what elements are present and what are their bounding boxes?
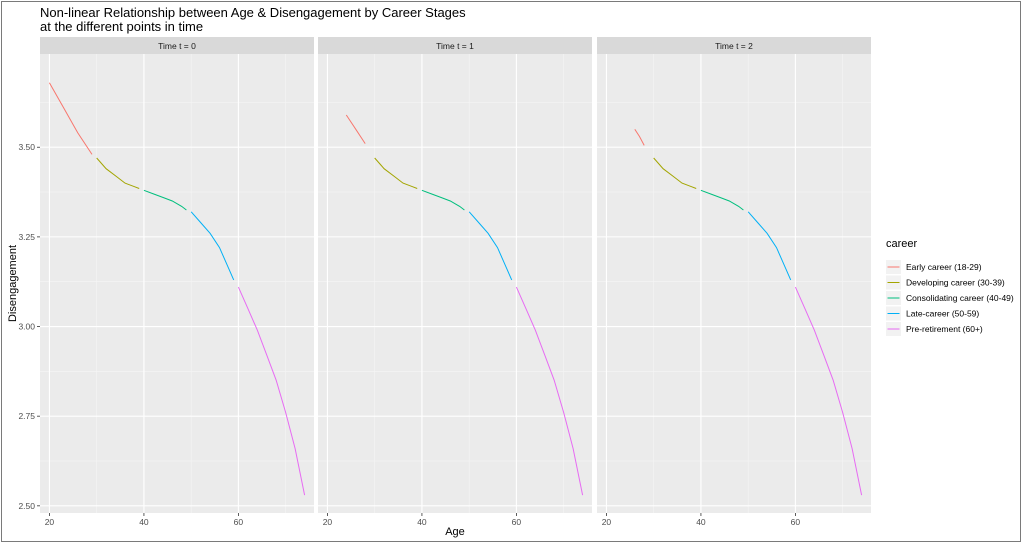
legend-label: Consolidating career (40-49) [906, 293, 1014, 303]
legend-label: Pre-retirement (60+) [906, 324, 983, 334]
series-line [747, 211, 792, 281]
chart-subtitle: at the different points in time [40, 19, 204, 34]
x-axis-title: Age [445, 526, 465, 538]
series-line [48, 82, 93, 155]
panel-background [40, 54, 314, 513]
y-tick-label: 2.75 [18, 411, 35, 421]
facet-strip [318, 37, 592, 54]
series-line [634, 129, 645, 146]
y-tick-label: 3.00 [18, 322, 35, 332]
x-tick-label: 20 [323, 517, 333, 527]
panel-background [597, 54, 871, 513]
x-tick-label: 60 [234, 517, 244, 527]
x-tick-label: 40 [417, 517, 427, 527]
series-line [237, 286, 306, 496]
x-tick-label: 40 [696, 517, 706, 527]
series-line [143, 189, 187, 211]
series-line [794, 286, 863, 496]
panel-background [318, 54, 592, 513]
y-axis-title: Disengagement [7, 245, 19, 322]
series-line [421, 189, 465, 211]
series-line [345, 114, 366, 144]
legend-title: career [886, 238, 918, 250]
y-tick-label: 3.50 [18, 142, 35, 152]
x-tick-label: 20 [45, 517, 55, 527]
x-tick-label: 40 [139, 517, 149, 527]
series-line [374, 157, 418, 189]
facet-strip-label: Time t = 2 [715, 41, 753, 51]
x-tick-label: 60 [512, 517, 522, 527]
facet-strip [597, 37, 871, 54]
series-line [700, 189, 744, 211]
facet-strip-label: Time t = 0 [158, 41, 196, 51]
legend-label: Early career (18-29) [906, 262, 982, 272]
legend-label: Developing career (30-39) [906, 278, 1005, 288]
series-line [515, 286, 584, 496]
facet-strip [40, 37, 314, 54]
series-line [468, 211, 513, 281]
x-tick-label: 20 [602, 517, 612, 527]
chart-title: Non-linear Relationship between Age & Di… [40, 5, 466, 20]
y-tick-label: 3.25 [18, 232, 35, 242]
facet-strip-label: Time t = 1 [436, 41, 474, 51]
series-line [96, 157, 140, 189]
series-line [653, 157, 697, 189]
series-line [190, 211, 235, 281]
x-tick-label: 60 [791, 517, 801, 527]
legend-label: Late-career (50-59) [906, 309, 979, 319]
y-tick-label: 2.50 [18, 501, 35, 511]
